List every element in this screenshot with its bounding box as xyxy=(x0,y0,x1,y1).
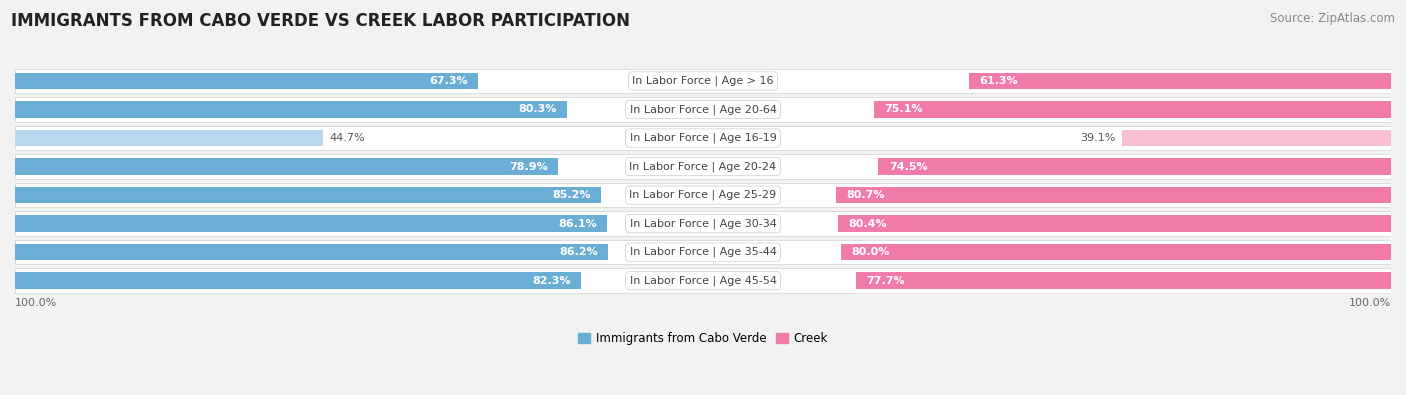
Bar xyxy=(15,269,1391,293)
Bar xyxy=(875,101,1391,118)
Bar xyxy=(879,158,1391,175)
Text: 75.1%: 75.1% xyxy=(884,105,924,115)
Text: 44.7%: 44.7% xyxy=(329,133,366,143)
Text: 39.1%: 39.1% xyxy=(1080,133,1115,143)
Text: 77.7%: 77.7% xyxy=(866,276,905,286)
Bar xyxy=(856,273,1391,289)
Text: 100.0%: 100.0% xyxy=(15,298,58,308)
Text: In Labor Force | Age 25-29: In Labor Force | Age 25-29 xyxy=(630,190,776,200)
Bar xyxy=(15,73,478,89)
Text: 86.1%: 86.1% xyxy=(558,218,598,229)
Bar xyxy=(15,244,607,260)
Text: In Labor Force | Age 16-19: In Labor Force | Age 16-19 xyxy=(630,133,776,143)
Text: 80.3%: 80.3% xyxy=(519,105,557,115)
Bar xyxy=(15,126,1391,150)
Text: In Labor Force | Age 20-24: In Labor Force | Age 20-24 xyxy=(630,161,776,172)
Text: 85.2%: 85.2% xyxy=(553,190,591,200)
Bar xyxy=(835,187,1391,203)
Bar xyxy=(15,215,607,232)
Text: In Labor Force | Age > 16: In Labor Force | Age > 16 xyxy=(633,76,773,86)
Text: 100.0%: 100.0% xyxy=(1348,298,1391,308)
Text: 80.7%: 80.7% xyxy=(846,190,884,200)
Bar xyxy=(15,273,581,289)
Bar xyxy=(841,244,1391,260)
Bar xyxy=(15,240,1391,264)
Bar xyxy=(15,211,1391,236)
Text: In Labor Force | Age 30-34: In Labor Force | Age 30-34 xyxy=(630,218,776,229)
Bar xyxy=(15,183,1391,207)
Text: 82.3%: 82.3% xyxy=(533,276,571,286)
Text: 80.4%: 80.4% xyxy=(848,218,887,229)
Text: In Labor Force | Age 35-44: In Labor Force | Age 35-44 xyxy=(630,247,776,258)
Legend: Immigrants from Cabo Verde, Creek: Immigrants from Cabo Verde, Creek xyxy=(578,333,828,346)
Text: Source: ZipAtlas.com: Source: ZipAtlas.com xyxy=(1270,12,1395,25)
Bar xyxy=(969,73,1391,89)
Text: IMMIGRANTS FROM CABO VERDE VS CREEK LABOR PARTICIPATION: IMMIGRANTS FROM CABO VERDE VS CREEK LABO… xyxy=(11,12,630,30)
Text: 86.2%: 86.2% xyxy=(560,247,598,257)
Text: 78.9%: 78.9% xyxy=(509,162,547,171)
Bar xyxy=(15,158,558,175)
Bar xyxy=(15,101,568,118)
Bar xyxy=(15,187,602,203)
Bar xyxy=(15,97,1391,122)
Bar xyxy=(1122,130,1391,146)
Bar xyxy=(15,130,322,146)
Text: 67.3%: 67.3% xyxy=(429,76,468,86)
Text: In Labor Force | Age 45-54: In Labor Force | Age 45-54 xyxy=(630,275,776,286)
Text: 61.3%: 61.3% xyxy=(980,76,1018,86)
Text: 80.0%: 80.0% xyxy=(851,247,889,257)
Text: In Labor Force | Age 20-64: In Labor Force | Age 20-64 xyxy=(630,104,776,115)
Text: 74.5%: 74.5% xyxy=(889,162,928,171)
Bar xyxy=(838,215,1391,232)
Bar xyxy=(15,154,1391,179)
Bar xyxy=(15,69,1391,93)
